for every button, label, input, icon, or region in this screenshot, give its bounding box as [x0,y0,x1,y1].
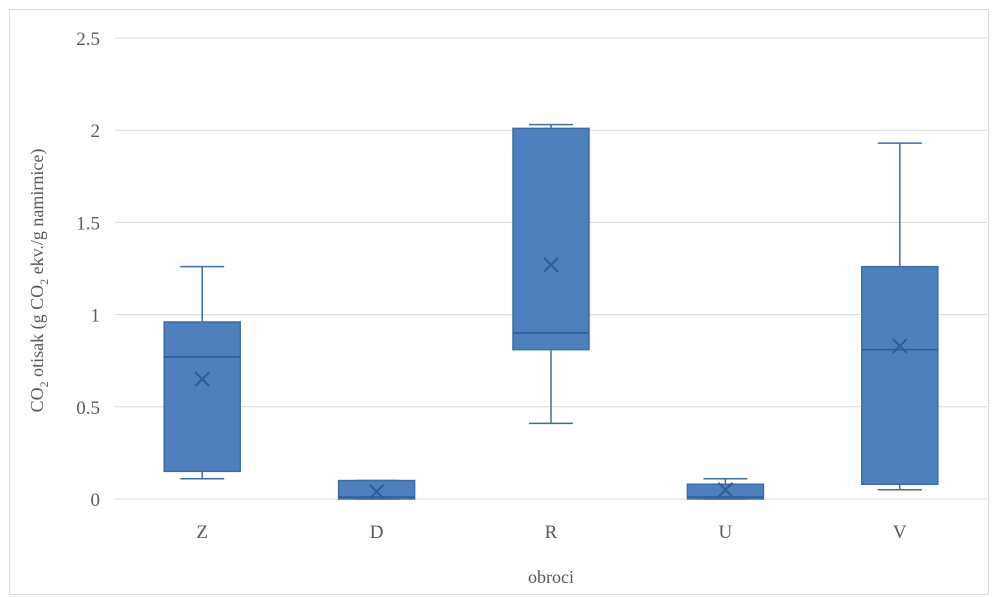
x-tick-label: V [893,522,907,543]
box-V [861,142,939,491]
boxes [163,123,939,500]
y-axis-title-suffix: ekv./g namirnice) [27,149,48,279]
y-tick-label: 1 [91,306,101,327]
x-tick-label: R [545,522,558,543]
box-R [512,123,590,425]
y-axis-title-sub1: 2 [37,381,51,387]
box-body [163,321,241,473]
y-axis-title-mid: otisak (g CO [27,285,48,382]
chart-frame [9,9,989,595]
mean-marker [368,483,385,500]
y-tick-label: 2 [91,121,101,142]
mean-marker [543,257,559,273]
box-U [686,477,765,500]
box-body [861,265,939,485]
mean-marker [194,371,210,387]
box-D [337,479,416,500]
y-axis-title-prefix: CO [27,387,47,412]
box-body [512,127,590,351]
y-tick-label: 0.5 [76,398,100,419]
y-tick-labels: 0 0.5 1 1.5 2 2.5 [76,29,100,511]
x-tick-label: Z [196,522,208,543]
box-body [337,479,416,500]
x-tick-label: U [719,522,733,543]
mean-marker [717,482,734,498]
x-tick-label: D [370,522,384,543]
y-axis-title: CO2 otisak (g CO2 ekv./g namirnice) [27,149,51,413]
y-tick-label: 1.5 [76,213,100,234]
y-tick-label: 0 [91,490,101,511]
y-axis-title-sub2: 2 [37,279,51,285]
box-Z [163,265,241,480]
y-tick-label: 2.5 [76,29,100,50]
mean-marker [892,338,908,354]
x-axis-title: obroci [528,567,574,587]
box-body [686,483,765,500]
